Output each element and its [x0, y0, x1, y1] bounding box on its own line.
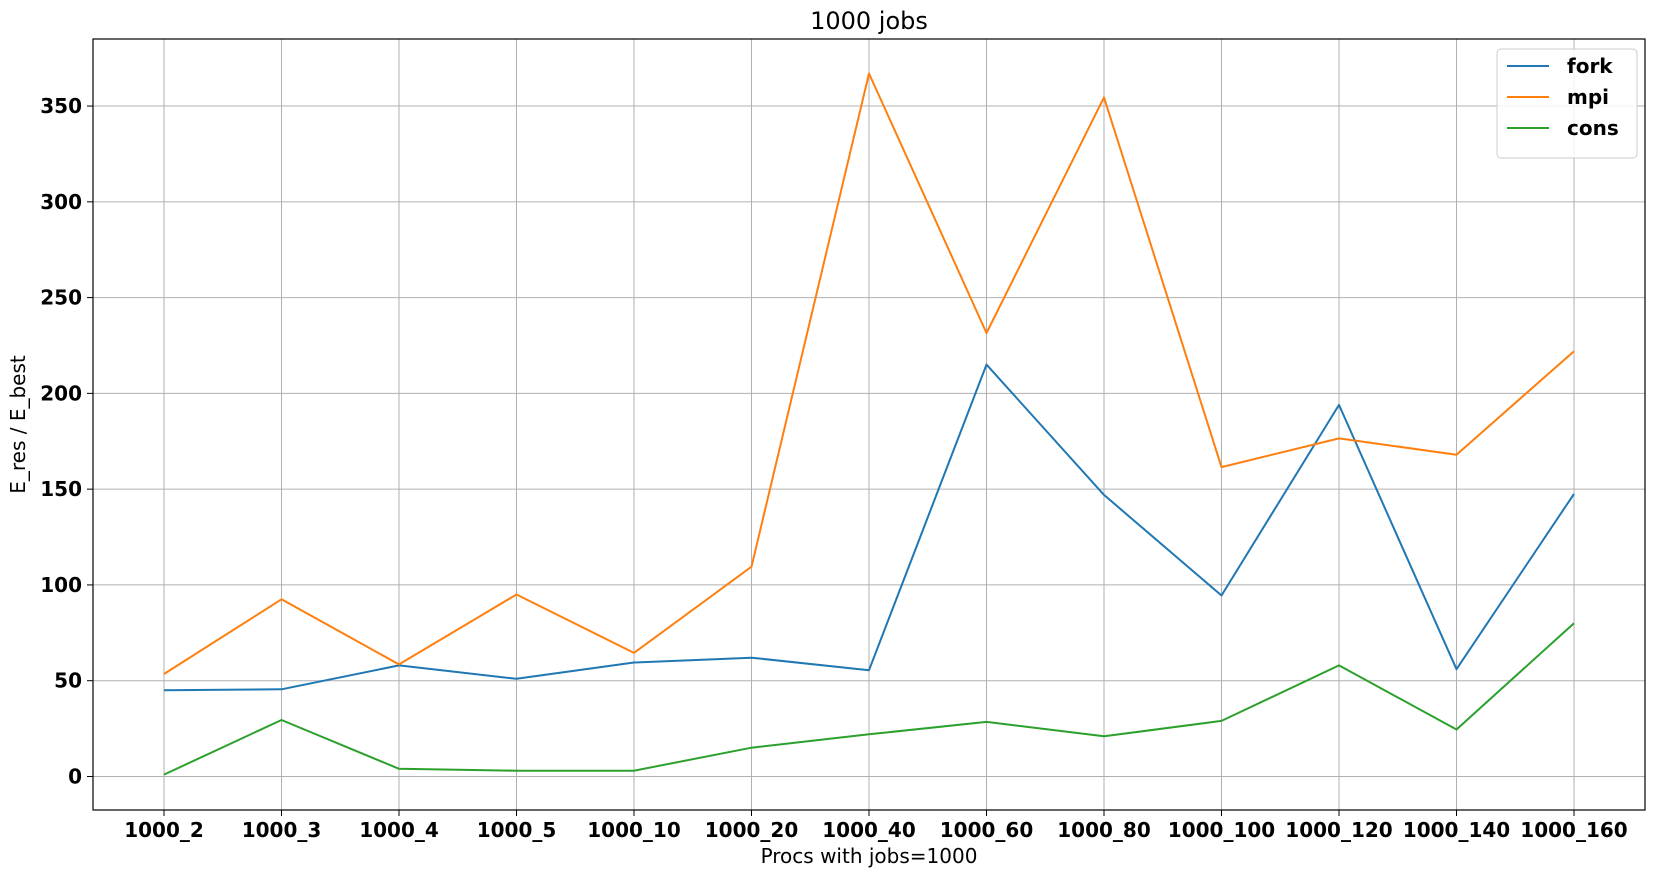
x-tick-label: 1000_120: [1285, 818, 1392, 842]
series-line-mpi: [163, 72, 1575, 675]
x-tick-label: 1000_20: [705, 818, 799, 842]
x-tick-label: 1000_5: [477, 818, 557, 842]
x-tick-label: 1000_160: [1520, 818, 1627, 842]
series-line-fork: [163, 363, 1575, 692]
series-layer: [163, 72, 1575, 776]
x-tick-label: 1000_4: [359, 818, 439, 842]
x-axis-label: Procs with jobs=1000: [761, 844, 978, 868]
x-tick-label: 1000_2: [124, 818, 204, 842]
x-tick-label: 1000_80: [1057, 818, 1151, 842]
y-tick-label: 300: [40, 190, 82, 214]
x-tick-label: 1000_140: [1403, 818, 1510, 842]
y-tick-label: 50: [54, 669, 82, 693]
y-tick-label: 350: [40, 94, 82, 118]
x-tick-label: 1000_60: [940, 818, 1034, 842]
y-tick-label: 150: [40, 477, 82, 501]
x-tick-label: 1000_40: [822, 818, 916, 842]
series-line-cons: [163, 622, 1575, 776]
y-tick-label: 200: [40, 381, 82, 405]
chart-title: 1000 jobs: [810, 7, 928, 35]
grid: [93, 39, 1645, 810]
y-axis-label: E_res / E_best: [6, 355, 30, 494]
y-tick-label: 250: [40, 286, 82, 310]
x-tick-label: 1000_10: [587, 818, 681, 842]
ticks: 1000_2 1000_3 1000_4 1000_5 1000_10 1000_20 10…: [40, 94, 1627, 842]
x-tick-label: 1000_3: [242, 818, 322, 842]
y-tick-label: 100: [40, 573, 82, 597]
legend-label-cons: cons: [1567, 116, 1619, 140]
legend-label-fork: fork: [1567, 54, 1613, 78]
y-tick-label: 0: [68, 764, 82, 788]
x-tick-label: 1000_100: [1168, 818, 1275, 842]
legend-label-mpi: mpi: [1567, 85, 1609, 109]
legend-box: [1496, 48, 1638, 159]
legend: fork mpi cons: [1496, 48, 1638, 159]
